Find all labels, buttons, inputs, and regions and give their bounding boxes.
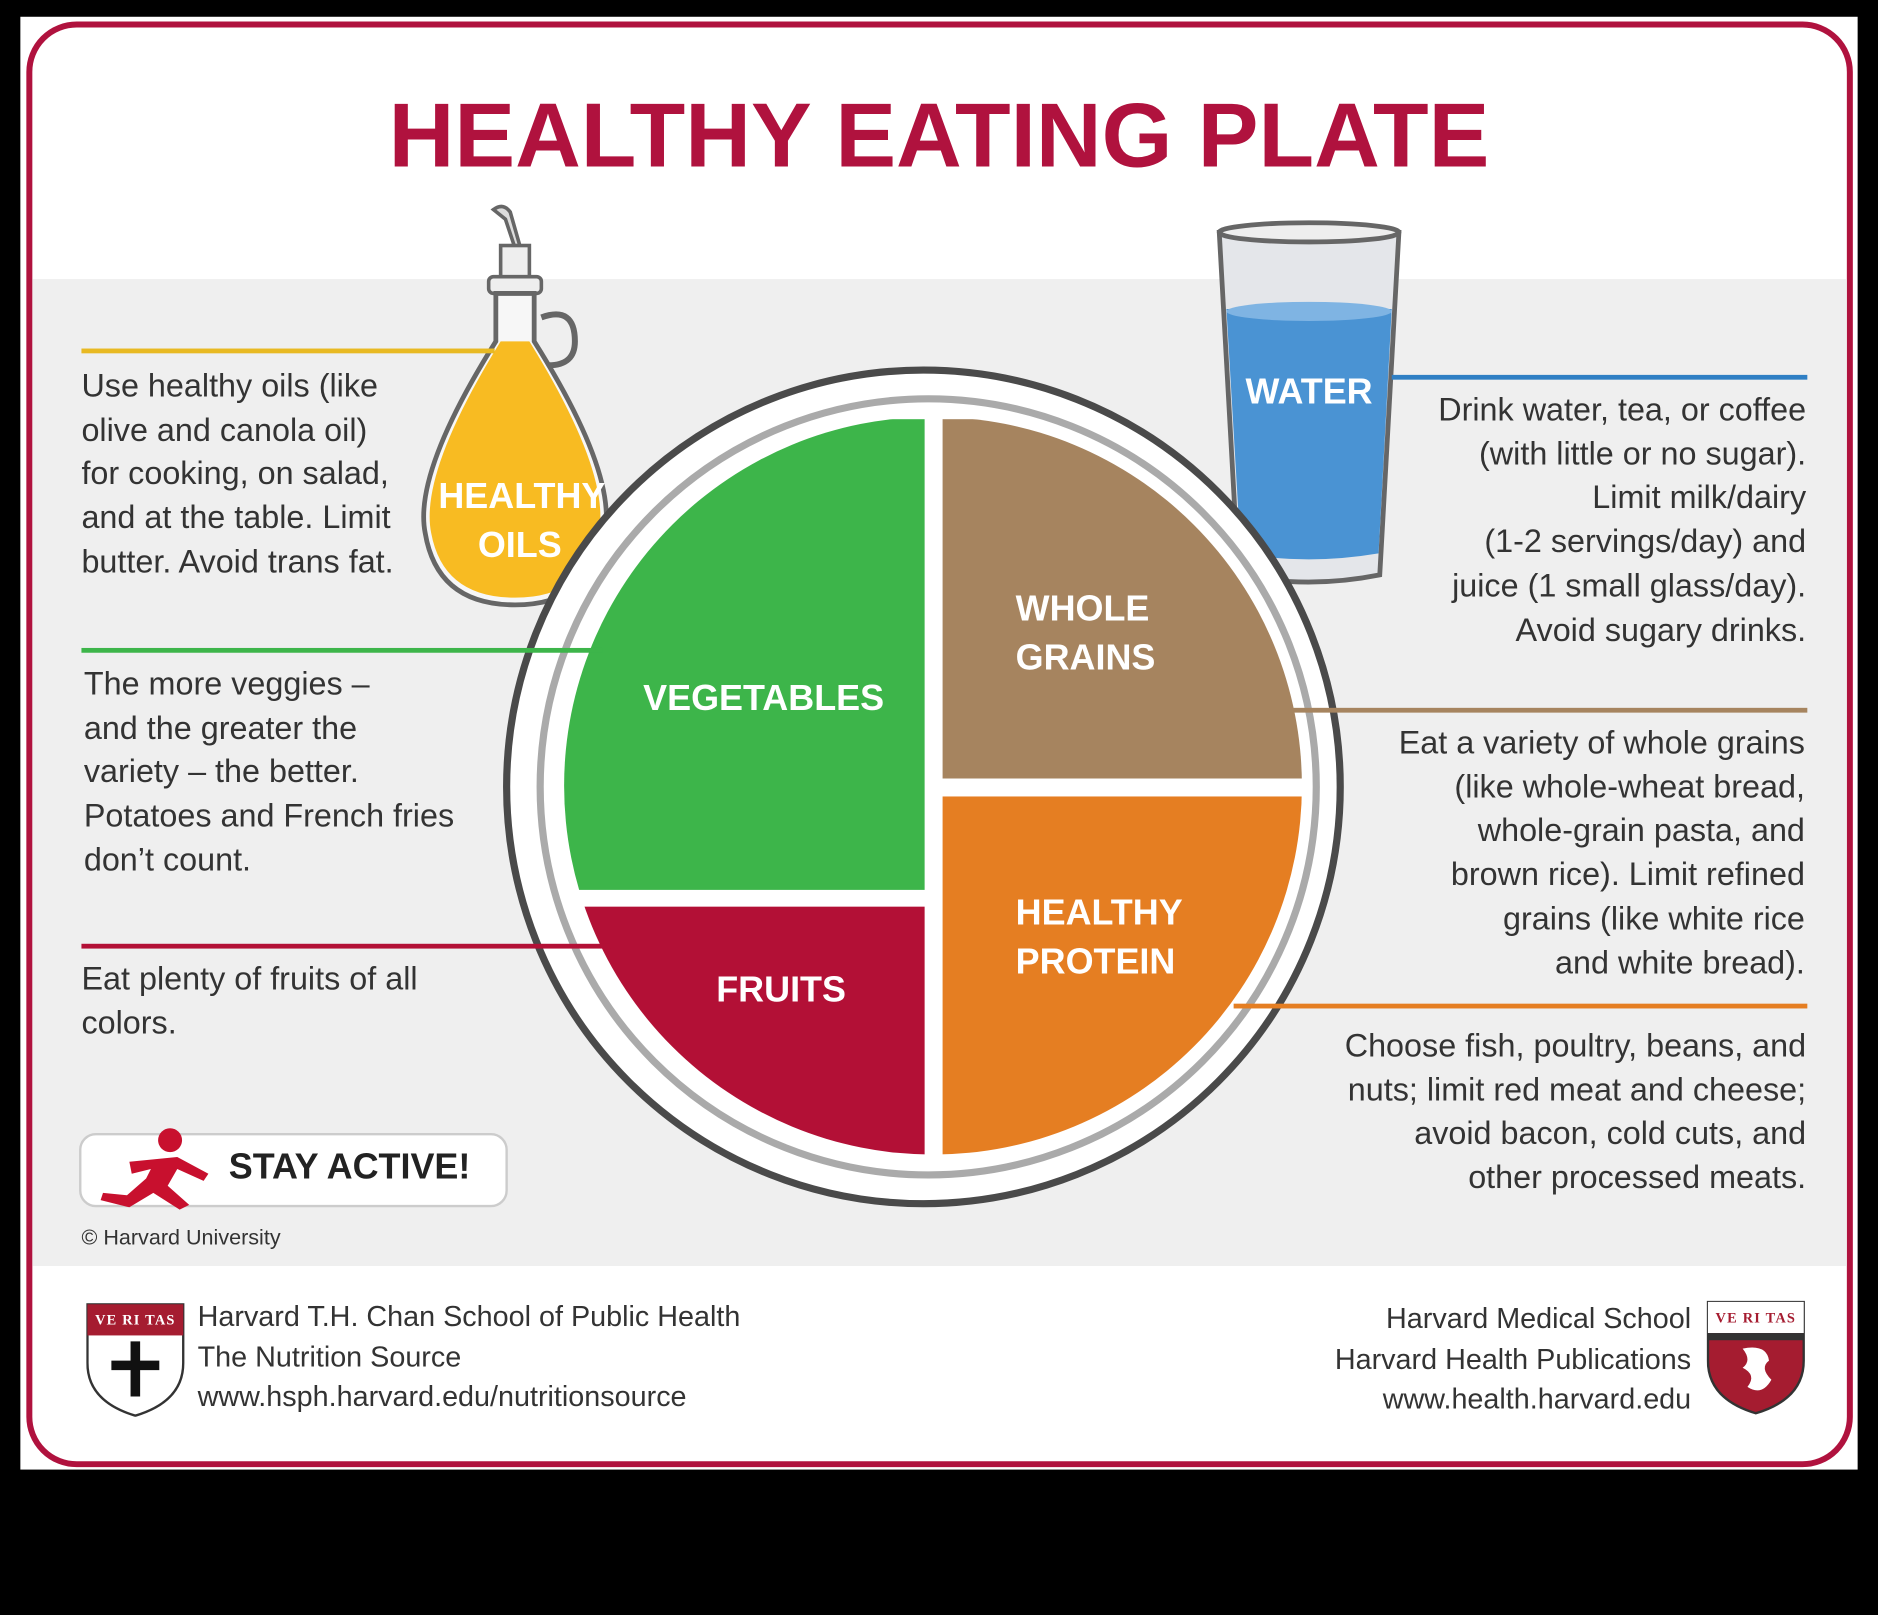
text-line: colors. (81, 1004, 177, 1041)
label-line: GRAINS (1015, 638, 1156, 678)
oils-label-line: OILS (477, 525, 562, 566)
text-line: butter. Avoid trans fat. (81, 543, 394, 580)
school-name: Harvard Medical School (1386, 1303, 1692, 1336)
text-line: The more veggies – (83, 665, 370, 702)
school-name: Harvard T.H. Chan School of Public Healt… (197, 1300, 741, 1334)
stay-active-badge: STAY ACTIVE! (79, 1128, 508, 1210)
oils-leader-line (81, 348, 495, 354)
footer-right-text: Harvard Medical School Harvard Health Pu… (1335, 1300, 1691, 1420)
hsph-link[interactable]: www.hsph.harvard.edu/nutritionsource (197, 1380, 687, 1414)
page-title: HEALTHY EATING PLATE (388, 85, 1490, 187)
grains-leader-line (1293, 707, 1808, 713)
fruits-leader-line (81, 943, 611, 949)
fruits-text: Eat plenty of fruits of all colors. (81, 957, 417, 1045)
text-line: other processed meats. (1468, 1159, 1807, 1196)
text-line: grains (like white rice (1503, 900, 1805, 937)
stay-active-label: STAY ACTIVE! (228, 1147, 471, 1187)
grains-text: Eat a variety of whole grains (like whol… (1399, 721, 1805, 985)
vegetables-section (564, 419, 925, 890)
whole-grains-label: WHOLE GRAINS (1016, 584, 1156, 682)
text-line: variety – the better. (83, 753, 359, 790)
water-text: Drink water, tea, or coffee (with little… (1438, 388, 1806, 652)
oils-text: Use healthy oils (like olive and canola … (81, 364, 393, 584)
health-link[interactable]: www.health.harvard.edu (1382, 1383, 1692, 1416)
oils-label-line: HEALTHY (438, 476, 606, 517)
label-line: PROTEIN (1015, 942, 1176, 983)
text-line: avoid bacon, cold cuts, and (1414, 1115, 1807, 1152)
text-line: whole-grain pasta, and (1477, 812, 1805, 849)
text-line: for cooking, on salad, (81, 455, 389, 492)
label-line: WHOLE (1015, 589, 1150, 629)
label-line: HEALTHY (1015, 893, 1183, 934)
hms-shield-logo (1706, 1300, 1805, 1415)
water-leader-line (1391, 374, 1808, 380)
hsph-shield-motto: VE RI TAS (95, 1311, 176, 1329)
publications-name: Harvard Health Publications (1334, 1343, 1692, 1376)
copyright: © Harvard University (81, 1225, 281, 1250)
text-line: and the greater the (83, 709, 358, 746)
text-line: Eat a variety of whole grains (1398, 724, 1805, 761)
vegetables-leader-line (81, 647, 603, 653)
text-line: don’t count. (83, 841, 252, 878)
text-line: nuts; limit red meat and cheese; (1347, 1071, 1807, 1108)
text-line: and at the table. Limit (81, 499, 391, 536)
text-line: (with little or no sugar). (1479, 435, 1807, 472)
hsph-shield-logo (86, 1303, 185, 1417)
water-label: WATER (1245, 372, 1373, 413)
vegetables-text: The more veggies – and the greater the v… (84, 662, 454, 882)
protein-text: Choose fish, poultry, beans, and nuts; l… (1345, 1024, 1806, 1200)
protein-label: HEALTHY PROTEIN (1016, 889, 1183, 987)
text-line: olive and canola oil) (81, 411, 368, 448)
text-line: Avoid sugary drinks. (1515, 611, 1807, 648)
text-line: Eat plenty of fruits of all (81, 960, 418, 997)
water-glass-icon (1216, 220, 1402, 585)
text-line: brown rice). Limit refined (1450, 856, 1805, 893)
oil-bottle-icon (421, 204, 609, 608)
text-line: (1-2 servings/day) and (1484, 523, 1807, 560)
protein-leader-line (1233, 1003, 1808, 1009)
text-line: and white bread). (1555, 944, 1805, 981)
footer-left-text: Harvard T.H. Chan School of Public Healt… (198, 1297, 741, 1417)
text-line: Drink water, tea, or coffee (1438, 391, 1807, 428)
text-line: Potatoes and French fries (83, 797, 455, 834)
text-line: Use healthy oils (like (81, 367, 379, 404)
fruits-label: FRUITS (716, 970, 846, 1010)
nutrition-source: The Nutrition Source (197, 1340, 462, 1374)
hms-shield-motto: VE RI TAS (1715, 1309, 1797, 1326)
text-line: Limit milk/dairy (1592, 479, 1807, 516)
vegetables-label: VEGETABLES (643, 679, 885, 719)
oils-label: HEALTHY OILS (438, 472, 606, 570)
text-line: Choose fish, poultry, beans, and (1344, 1027, 1807, 1064)
plate (503, 366, 1344, 1208)
text-line: (like whole-wheat bread, (1454, 768, 1805, 805)
text-line: juice (1 small glass/day). (1452, 567, 1807, 604)
runner-icon (100, 1128, 209, 1210)
